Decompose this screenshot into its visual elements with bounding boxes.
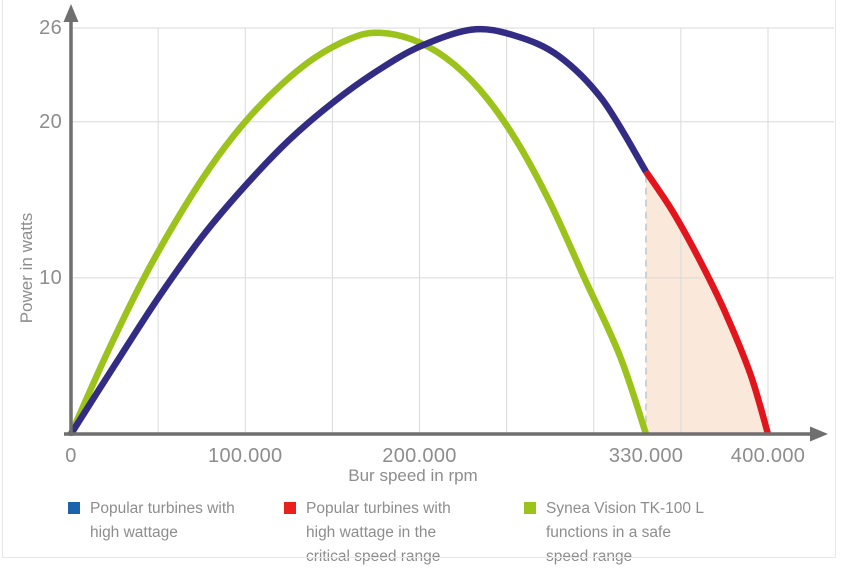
x-tick-label: 100.000	[208, 445, 283, 467]
legend-label: Popular turbines with high wattage in th…	[306, 500, 451, 565]
y-axis-title: Power in watts	[17, 212, 36, 324]
x-axis-arrow-icon	[810, 426, 828, 442]
x-tick-label: 400.000	[730, 445, 806, 467]
y-tick-label: 26	[39, 17, 62, 39]
curve-popular-turbines	[68, 25, 649, 436]
curve-synea-vision	[68, 29, 650, 436]
y-tick-label: 20	[39, 110, 62, 133]
critical-speed-area	[646, 171, 768, 434]
y-tick-label: 10	[39, 266, 62, 289]
legend-swatch-green	[524, 502, 536, 514]
x-axis-title: Bur speed in rpm	[348, 466, 478, 485]
legend-swatch-blue	[68, 502, 80, 514]
x-tick-label: 200.000	[382, 445, 457, 467]
x-tick-label: 330.000	[608, 445, 684, 467]
legend-item-popular-turbines: Popular turbines with high wattage	[68, 497, 250, 545]
legend-label: Synea Vision TK-100 L functions in a saf…	[546, 500, 704, 565]
legend-item-critical-range: Popular turbines with high wattage in th…	[284, 497, 466, 569]
x-tick-label: 0	[65, 445, 77, 467]
curve-critical-range	[643, 169, 772, 435]
legend-swatch-red	[284, 502, 296, 514]
chart-canvas	[63, 4, 834, 442]
y-axis-arrow-icon	[63, 4, 79, 22]
legend-item-synea-vision: Synea Vision TK-100 L functions in a saf…	[524, 497, 714, 569]
legend-label: Popular turbines with high wattage	[90, 500, 235, 541]
